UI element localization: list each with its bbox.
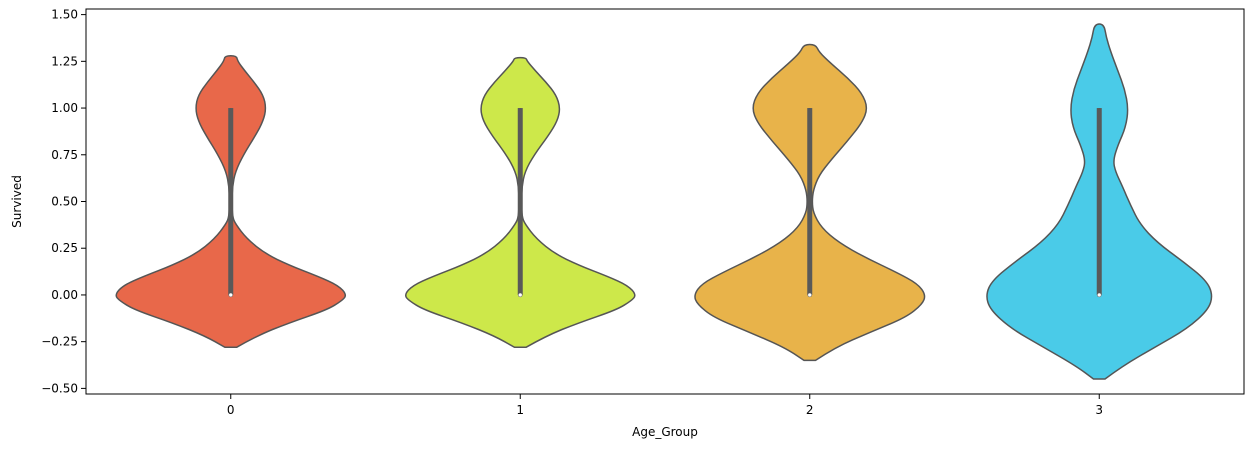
y-tick-label: 0.50 — [51, 195, 78, 209]
violin-iqr-box-2 — [807, 108, 813, 295]
violin-iqr-box-1 — [517, 108, 523, 295]
y-tick-label: 1.50 — [51, 8, 78, 22]
x-axis-title: Age_Group — [632, 425, 698, 439]
y-tick-label: −0.50 — [41, 381, 78, 395]
violin-median-dot-3 — [1097, 292, 1102, 298]
violin-median-dot-2 — [807, 292, 812, 298]
violin-iqr-box-3 — [1096, 108, 1102, 295]
x-tick-label: 1 — [516, 403, 524, 417]
y-axis-title: Survived — [10, 175, 24, 228]
violin-median-dot-1 — [518, 292, 523, 298]
violins-layer — [115, 23, 1213, 380]
inner-box-layer — [228, 108, 1102, 298]
x-axis: 0 1 2 3 — [227, 394, 1103, 417]
violin-iqr-box-0 — [228, 108, 234, 295]
x-tick-label: 3 — [1095, 403, 1103, 417]
y-axis: −0.50 −0.25 0.00 0.25 0.50 0.75 1.00 1.25 1.50 — [41, 8, 86, 395]
y-tick-label: 1.00 — [51, 101, 78, 115]
y-tick-label: −0.25 — [41, 335, 78, 349]
y-tick-label: 0.25 — [51, 241, 78, 255]
violin-median-dot-0 — [228, 292, 233, 298]
x-tick-label: 2 — [806, 403, 814, 417]
y-tick-label: 0.00 — [51, 288, 78, 302]
y-tick-label: 1.25 — [51, 54, 78, 68]
x-tick-label: 0 — [227, 403, 235, 417]
y-tick-label: 0.75 — [51, 148, 78, 162]
